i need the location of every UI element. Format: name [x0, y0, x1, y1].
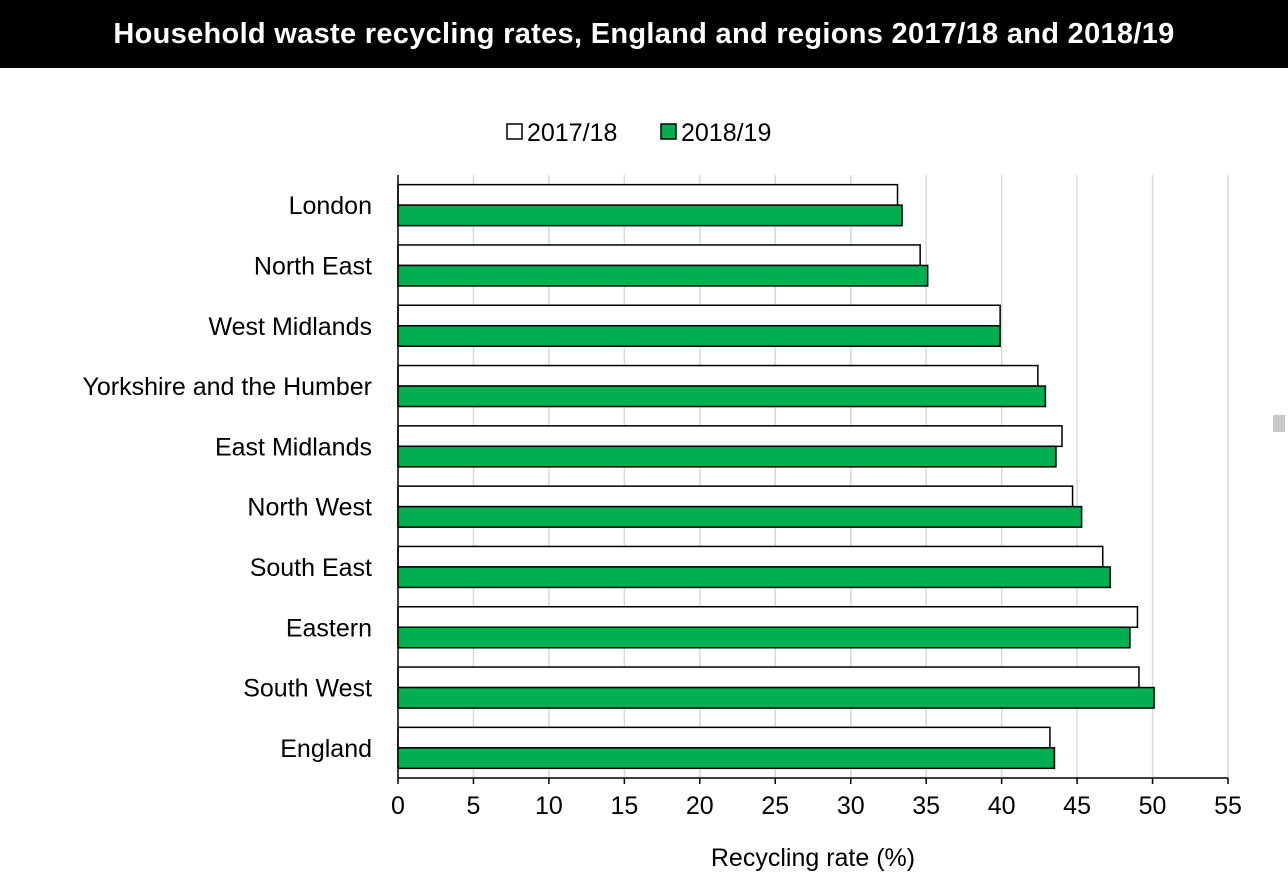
- x-tick-label: 5: [467, 792, 481, 820]
- bar-2017-18: [397, 183, 899, 206]
- bar-2018-19: [397, 566, 1112, 589]
- bar-2018-19: [397, 505, 1083, 528]
- bar-2018-19: [397, 264, 929, 287]
- x-tick-label: 50: [1139, 792, 1167, 820]
- bar-2018-19: [397, 325, 1001, 347]
- bar-2017-18: [397, 726, 1051, 749]
- bar-2017-18: [397, 244, 921, 267]
- x-tick-label: 30: [837, 792, 865, 820]
- recycling-rate-bar-chart: London North East West Midlands Yorkshire a…: [82, 119, 1242, 872]
- bar-2017-18: [397, 304, 1001, 327]
- bar-2018-19: [397, 445, 1057, 468]
- bar-2017-18: [397, 606, 1139, 628]
- bar-2017-18: [397, 545, 1104, 568]
- bar-2017-18: [397, 666, 1140, 689]
- category-label: South West: [243, 675, 372, 703]
- category-label: Yorkshire and the Humber: [82, 373, 372, 401]
- bar-2018-19: [397, 204, 903, 227]
- category-label: Eastern: [286, 614, 372, 642]
- legend-label: 2018/19: [681, 119, 771, 147]
- x-tick-label: 25: [761, 792, 789, 820]
- bar-2017-18: [397, 425, 1063, 448]
- category-label: North East: [254, 252, 372, 280]
- bar-2018-19: [397, 385, 1047, 408]
- bar-2017-18: [397, 364, 1039, 387]
- legend-swatch: [506, 123, 523, 140]
- bar-2018-19: [397, 747, 1056, 770]
- x-tick-label: 45: [1063, 792, 1091, 820]
- legend-label: 2017/18: [527, 119, 617, 147]
- x-tick-label: 35: [912, 792, 940, 820]
- bars: [397, 183, 1155, 770]
- category-labels: London North East West Midlands Yorkshire a…: [82, 192, 372, 763]
- category-label: England: [280, 735, 372, 763]
- bar-2018-19: [397, 686, 1155, 709]
- x-tick-label: 0: [391, 792, 405, 820]
- bar-2017-18: [397, 485, 1074, 508]
- legend: 2017/18 2018/19: [506, 119, 771, 147]
- x-tick-label: 10: [535, 792, 563, 820]
- x-axis-label: Recycling rate (%): [711, 844, 915, 872]
- axes: [397, 175, 1228, 779]
- x-tick-label: 20: [686, 792, 714, 820]
- x-tick-labels: 0 5 10 15 20 25 30 35 40 45 50 55: [391, 792, 1242, 820]
- category-label: South East: [250, 554, 372, 582]
- page-title: Household waste recycling rates, England…: [113, 17, 1175, 50]
- legend-swatch: [660, 123, 677, 140]
- scrollbar-thumb[interactable]: [1273, 415, 1285, 432]
- category-label: West Midlands: [209, 313, 373, 341]
- category-label: North West: [247, 494, 372, 522]
- category-label: East Midlands: [215, 433, 372, 461]
- x-tick-label: 15: [610, 792, 638, 820]
- chart-title-bar: Household waste recycling rates, England…: [0, 0, 1288, 68]
- bar-2018-19: [397, 626, 1131, 649]
- x-tick-label: 55: [1214, 792, 1242, 820]
- x-tick-label: 40: [988, 792, 1016, 820]
- category-label: London: [289, 192, 372, 220]
